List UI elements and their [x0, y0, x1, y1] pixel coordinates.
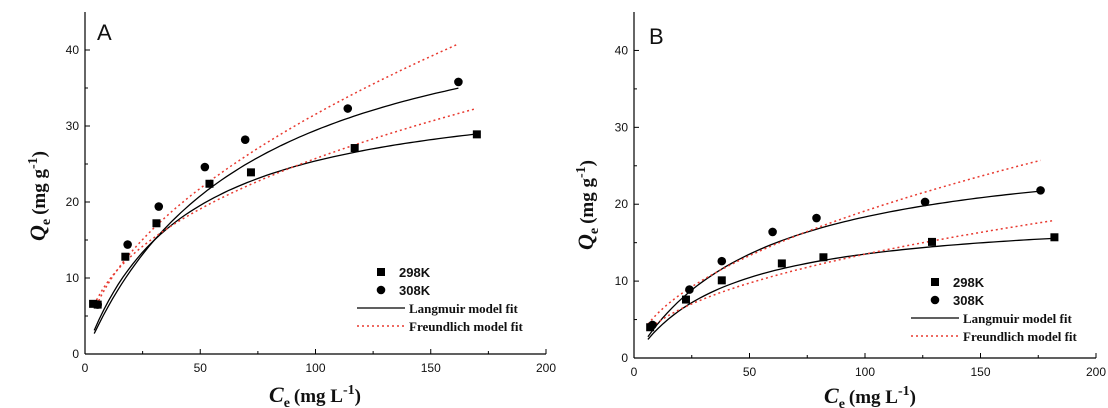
data-point-298k: [472, 130, 481, 139]
data-point-308k: [685, 285, 694, 294]
legend-label: 308K: [399, 283, 431, 298]
x-tick-label: 150: [421, 361, 441, 375]
langmuir-fit-line: [93, 87, 459, 334]
data-point-298k: [777, 259, 786, 268]
panel-label: A: [97, 20, 112, 45]
y-tick-label: 30: [66, 119, 80, 133]
data-point-308k: [200, 162, 210, 172]
data-point-308k: [343, 104, 353, 113]
data-point-308k: [717, 256, 727, 266]
x-tick-label: 100: [855, 365, 875, 379]
data-points: [646, 186, 1059, 332]
y-tick-label: 10: [615, 274, 629, 288]
x-tick-label: 200: [1086, 365, 1106, 379]
y-tick-label: 10: [66, 271, 80, 285]
data-point-298k: [819, 253, 828, 262]
data-point-298k: [681, 295, 690, 304]
legend: 298K 308K Langmuir model fit Freundlich mod…: [911, 275, 1078, 344]
y-tick-label: 0: [72, 347, 79, 361]
freundlich-fit-line: [95, 107, 477, 301]
langmuir-fit-line: [647, 190, 1041, 338]
legend-label: 298K: [953, 275, 985, 290]
data-point-308k: [93, 300, 102, 309]
data-point-308k: [768, 227, 777, 237]
y-tick-label: 20: [615, 197, 629, 211]
data-point-308k: [648, 320, 657, 330]
data-point-298k: [121, 252, 130, 261]
data-point-298k: [246, 168, 255, 177]
x-tick-label: 50: [194, 361, 208, 375]
data-point-308k: [240, 135, 250, 144]
data-point-308k: [123, 240, 132, 249]
legend-label: Freundlich model fit: [963, 329, 1078, 344]
legend-marker-circle: [376, 285, 386, 295]
data-point-308k: [1036, 186, 1045, 195]
freundlich-fit-line: [647, 219, 1055, 331]
data-point-298k: [205, 179, 214, 188]
data-point-308k: [812, 213, 821, 223]
data-point-298k: [350, 144, 359, 153]
y-axis-title: Qe(mg g-1): [25, 151, 54, 241]
y-axis-title: Qe(mg g-1): [573, 160, 602, 250]
panel-a: A 0 50 100 150 200 0 10 20 30 40 298K 308K Langmuir…: [25, 12, 556, 408]
data-point-298k: [717, 276, 726, 285]
y-tick-label: 40: [66, 43, 80, 57]
x-tick-label: 50: [743, 365, 757, 379]
legend-marker-square: [931, 278, 939, 286]
legend-label: 298K: [399, 265, 431, 280]
data-point-298k: [89, 299, 98, 308]
data-point-298k: [152, 219, 161, 228]
x-tick-label: 200: [536, 361, 556, 375]
data-point-308k: [154, 202, 164, 211]
y-tick-label: 0: [621, 351, 628, 365]
axes: 0 50 100 150 200 0 10 20 30 40: [615, 12, 1106, 379]
axes: 0 50 100 150 200 0 10 20 30 40: [66, 12, 556, 375]
x-tick-label: 150: [970, 365, 990, 379]
fit-curves: [647, 159, 1055, 340]
x-tick-label: 100: [305, 361, 325, 375]
freundlich-fit-line: [647, 159, 1041, 325]
legend-label: Freundlich model fit: [409, 319, 524, 334]
legend-label: 308K: [953, 293, 985, 308]
y-tick-label: 30: [615, 120, 629, 134]
x-axis-title: Ce (mg L-1): [269, 382, 361, 408]
x-tick-label: 0: [82, 361, 89, 375]
langmuir-fit-line: [647, 237, 1055, 340]
data-points: [89, 77, 481, 309]
panel-label: B: [649, 24, 664, 49]
legend-label: Langmuir model fit: [409, 301, 518, 316]
data-point-298k: [1050, 233, 1059, 242]
legend-marker-square: [377, 268, 385, 276]
legend: 298K 308K Langmuir model fit Freundlich mod…: [357, 265, 524, 334]
y-tick-label: 20: [66, 195, 80, 209]
panel-b: B 0 50 100 150 200 0 10 20 30 40 298K 308K Langmuir…: [573, 12, 1106, 408]
data-point-308k: [454, 77, 463, 87]
data-point-298k: [927, 237, 936, 246]
legend-marker-circle: [930, 295, 940, 305]
x-axis-title: Ce (mg L-1): [824, 383, 916, 408]
x-tick-label: 0: [631, 365, 638, 379]
data-point-308k: [920, 197, 930, 207]
legend-label: Langmuir model fit: [963, 311, 1072, 326]
y-tick-label: 40: [615, 43, 629, 57]
